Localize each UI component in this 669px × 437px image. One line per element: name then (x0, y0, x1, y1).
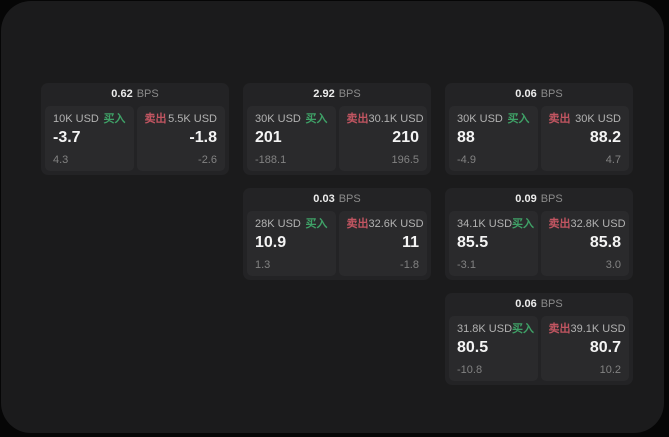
sell-tile[interactable]: 卖出 30.1K USD 210 196.5 (338, 106, 427, 171)
quote-card: 2.92 BPS 30K USD 买入 201 -188.1 卖出 30.1K … (243, 83, 431, 175)
buy-label: 买入 (305, 113, 328, 125)
card-header: 0.03 BPS (243, 188, 431, 211)
buy-amount: 10K USD (53, 113, 99, 125)
quote-card: 0.06 BPS 31.8K USD 买入 80.5 -10.8 卖出 39.1… (445, 293, 633, 385)
buy-label: 买入 (305, 218, 328, 230)
buy-label: 买入 (507, 113, 530, 125)
bps-unit-label: BPS (540, 88, 563, 100)
sell-tile[interactable]: 卖出 32.8K USD 85.8 3.0 (540, 211, 629, 276)
buy-price: -3.7 (53, 129, 81, 146)
bps-unit-label: BPS (540, 193, 563, 205)
buy-sell-panels: 10K USD 买入 -3.7 4.3 卖出 5.5K USD -1.8 -2.… (41, 106, 229, 175)
buy-tile[interactable]: 30K USD 买入 201 -188.1 (247, 106, 336, 171)
card-header: 0.06 BPS (445, 293, 633, 316)
sell-label: 卖出 (346, 113, 369, 125)
buy-sell-panels: 30K USD 买入 88 -4.9 卖出 30K USD 88.2 4.7 (445, 106, 633, 175)
bps-unit-label: BPS (540, 298, 563, 310)
buy-sell-panels: 34.1K USD 买入 85.5 -3.1 卖出 32.8K USD 85.8… (445, 211, 633, 280)
sell-tile[interactable]: 卖出 39.1K USD 80.7 10.2 (540, 316, 629, 381)
buy-price: 85.5 (457, 234, 489, 251)
bps-value: 0.06 (515, 88, 537, 100)
buy-amount: 30K USD (255, 113, 301, 125)
buy-label: 买入 (512, 218, 535, 230)
sell-label: 卖出 (548, 218, 571, 230)
sell-tile[interactable]: 卖出 32.6K USD 11 -1.8 (338, 211, 427, 276)
buy-amount: 34.1K USD (457, 218, 513, 230)
sell-price: -1.8 (189, 129, 217, 146)
buy-price: 201 (255, 129, 282, 146)
sell-delta: 4.7 (605, 154, 621, 166)
sell-amount: 30K USD (575, 113, 621, 125)
sell-price: 11 (402, 234, 419, 251)
buy-delta: 1.3 (255, 259, 271, 271)
buy-tile[interactable]: 28K USD 买入 10.9 1.3 (247, 211, 336, 276)
bps-unit-label: BPS (338, 88, 361, 100)
sell-label: 卖出 (548, 113, 571, 125)
sell-delta: -1.8 (400, 259, 419, 271)
bps-unit-label: BPS (136, 88, 159, 100)
buy-price: 80.5 (457, 339, 489, 356)
sell-tile[interactable]: 卖出 5.5K USD -1.8 -2.6 (136, 106, 225, 171)
quote-card: 0.03 BPS 28K USD 买入 10.9 1.3 卖出 32.6K US… (243, 188, 431, 280)
sell-label: 卖出 (548, 323, 571, 335)
buy-label: 买入 (512, 323, 535, 335)
buy-sell-panels: 31.8K USD 买入 80.5 -10.8 卖出 39.1K USD 80.… (445, 316, 633, 385)
buy-price: 88 (457, 129, 475, 146)
sell-price: 210 (392, 129, 419, 146)
buy-tile[interactable]: 10K USD 买入 -3.7 4.3 (45, 106, 134, 171)
sell-delta: 3.0 (605, 259, 621, 271)
quote-card: 0.09 BPS 34.1K USD 买入 85.5 -3.1 卖出 32.8K… (445, 188, 633, 280)
sell-amount: 5.5K USD (168, 113, 217, 125)
buy-amount: 30K USD (457, 113, 503, 125)
bps-value: 0.62 (111, 88, 133, 100)
sell-amount: 32.6K USD (368, 218, 424, 230)
buy-label: 买入 (103, 113, 126, 125)
sell-price: 85.8 (589, 234, 621, 251)
buy-delta: -4.9 (457, 154, 476, 166)
sell-tile[interactable]: 卖出 30K USD 88.2 4.7 (540, 106, 629, 171)
buy-delta: -10.8 (457, 364, 483, 376)
quote-cards-grid: 0.62 BPS 10K USD 买入 -3.7 4.3 卖出 5.5K USD (41, 83, 633, 385)
buy-amount: 31.8K USD (457, 323, 513, 335)
app-background-panel: 0.62 BPS 10K USD 买入 -3.7 4.3 卖出 5.5K USD (1, 1, 664, 433)
buy-tile[interactable]: 31.8K USD 买入 80.5 -10.8 (449, 316, 538, 381)
bps-value: 0.03 (313, 193, 335, 205)
sell-delta: -2.6 (198, 154, 217, 166)
buy-tile[interactable]: 34.1K USD 买入 85.5 -3.1 (449, 211, 538, 276)
sell-label: 卖出 (144, 113, 167, 125)
sell-label: 卖出 (346, 218, 369, 230)
quote-card: 0.62 BPS 10K USD 买入 -3.7 4.3 卖出 5.5K USD (41, 83, 229, 175)
buy-price: 10.9 (255, 234, 287, 251)
sell-price: 80.7 (589, 339, 621, 356)
sell-amount: 32.8K USD (570, 218, 626, 230)
quote-card: 0.06 BPS 30K USD 买入 88 -4.9 卖出 30K USD (445, 83, 633, 175)
card-header: 2.92 BPS (243, 83, 431, 106)
card-header: 0.06 BPS (445, 83, 633, 106)
bps-unit-label: BPS (338, 193, 361, 205)
buy-delta: 4.3 (53, 154, 69, 166)
sell-price: 88.2 (589, 129, 621, 146)
sell-delta: 196.5 (391, 154, 419, 166)
bps-value: 0.09 (515, 193, 537, 205)
card-header: 0.62 BPS (41, 83, 229, 106)
buy-delta: -3.1 (457, 259, 476, 271)
buy-sell-panels: 30K USD 买入 201 -188.1 卖出 30.1K USD 210 1… (243, 106, 431, 175)
buy-amount: 28K USD (255, 218, 301, 230)
sell-delta: 10.2 (599, 364, 621, 376)
sell-amount: 30.1K USD (368, 113, 424, 125)
buy-sell-panels: 28K USD 买入 10.9 1.3 卖出 32.6K USD 11 -1.8 (243, 211, 431, 280)
bps-value: 2.92 (313, 88, 335, 100)
sell-amount: 39.1K USD (570, 323, 626, 335)
card-header: 0.09 BPS (445, 188, 633, 211)
buy-tile[interactable]: 30K USD 买入 88 -4.9 (449, 106, 538, 171)
buy-delta: -188.1 (255, 154, 287, 166)
bps-value: 0.06 (515, 298, 537, 310)
